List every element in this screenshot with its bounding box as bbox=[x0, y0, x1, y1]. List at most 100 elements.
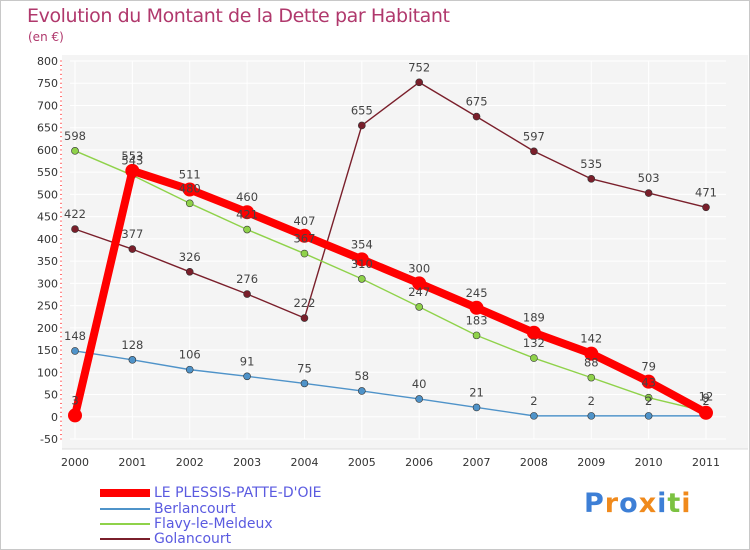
logo-letter: P bbox=[584, 488, 605, 519]
data-label-berlancourt: 106 bbox=[179, 348, 201, 362]
data-point-le-plessis-patte-d-oie bbox=[641, 374, 656, 389]
data-point-golancourt bbox=[587, 175, 596, 183]
data-point-berlancourt bbox=[358, 387, 366, 395]
data-label-flavy-le-meldeux: 43 bbox=[641, 376, 656, 390]
data-point-flavy-le-meldeux bbox=[243, 225, 251, 234]
x-tick-label: 2004 bbox=[290, 456, 318, 469]
data-label-le-plessis-patte-d-oie: 245 bbox=[466, 286, 488, 300]
y-tick-label: 150 bbox=[37, 344, 58, 357]
data-label-berlancourt: 2 bbox=[702, 394, 709, 408]
data-point-berlancourt bbox=[128, 356, 137, 364]
data-label-golancourt: 377 bbox=[121, 227, 143, 241]
data-point-le-plessis-patte-d-oie bbox=[240, 205, 255, 220]
data-point-flavy-le-meldeux bbox=[185, 199, 194, 208]
logo-letter: i bbox=[657, 488, 668, 519]
x-tick-label: 2002 bbox=[176, 456, 204, 469]
data-label-flavy-le-meldeux: 367 bbox=[293, 232, 315, 246]
legend-swatch-flavy-le-meldeux bbox=[100, 523, 150, 525]
data-point-le-plessis-patte-d-oie bbox=[68, 408, 82, 423]
data-point-berlancourt bbox=[185, 365, 194, 374]
y-tick-label: 650 bbox=[37, 122, 58, 135]
y-tick-label: 800 bbox=[37, 55, 58, 68]
y-tick-label: -50 bbox=[40, 433, 58, 446]
data-label-flavy-le-meldeux: 598 bbox=[64, 129, 86, 143]
data-point-flavy-le-meldeux bbox=[472, 331, 481, 340]
x-tick-label: 2007 bbox=[463, 456, 491, 469]
data-label-le-plessis-patte-d-oie: 553 bbox=[121, 149, 143, 163]
data-point-berlancourt bbox=[71, 347, 79, 355]
logo-letter: t bbox=[667, 488, 682, 519]
legend-label: Golancourt bbox=[154, 531, 232, 547]
grid-layer bbox=[62, 55, 748, 450]
data-point-golancourt bbox=[71, 225, 79, 233]
data-point-berlancourt bbox=[415, 395, 423, 403]
data-label-layer: 4223773262762226557526755975355034711481… bbox=[64, 60, 717, 408]
data-label-golancourt: 471 bbox=[695, 185, 717, 199]
y-tick-label: 100 bbox=[37, 366, 58, 379]
data-point-golancourt bbox=[415, 78, 423, 87]
y-tick-label: 350 bbox=[37, 255, 58, 268]
data-label-berlancourt: 40 bbox=[412, 377, 427, 391]
data-label-golancourt: 276 bbox=[236, 272, 258, 286]
data-point-golancourt bbox=[644, 189, 653, 197]
data-label-flavy-le-meldeux: 247 bbox=[408, 285, 430, 299]
legend-label: Berlancourt bbox=[154, 501, 236, 517]
data-point-flavy-le-meldeux bbox=[415, 303, 423, 311]
chart-title: Evolution du Montant de la Dette par Hab… bbox=[27, 5, 450, 27]
data-point-golancourt bbox=[185, 267, 194, 276]
x-tick-label: 2005 bbox=[348, 456, 376, 469]
legend-item-flavy-le-meldeux: Flavy-le-Meldeux bbox=[100, 517, 273, 531]
series-line-golancourt bbox=[74, 81, 707, 319]
y-tick-label: 600 bbox=[37, 144, 58, 157]
data-point-golancourt bbox=[300, 314, 309, 322]
data-point-flavy-le-meldeux bbox=[300, 249, 309, 258]
data-label-berlancourt: 128 bbox=[121, 338, 143, 352]
data-label-golancourt: 752 bbox=[408, 60, 430, 74]
data-point-flavy-le-meldeux bbox=[587, 373, 596, 382]
y-tick-label: 50 bbox=[44, 389, 58, 402]
series-layer bbox=[68, 78, 713, 423]
y-tick-label: 400 bbox=[37, 233, 58, 246]
data-point-berlancourt bbox=[243, 372, 251, 381]
y-tick-label: 500 bbox=[37, 188, 58, 201]
x-tick-label: 2006 bbox=[405, 456, 433, 469]
data-point-le-plessis-patte-d-oie bbox=[297, 228, 312, 243]
series-line-berlancourt bbox=[74, 350, 707, 417]
y-tick-label: 0 bbox=[51, 411, 58, 424]
y-tick-label: 450 bbox=[37, 211, 58, 224]
data-label-flavy-le-meldeux: 543 bbox=[121, 153, 143, 167]
data-label-berlancourt: 148 bbox=[64, 329, 86, 343]
data-label-le-plessis-patte-d-oie: 460 bbox=[236, 190, 258, 204]
y-tick-label: 700 bbox=[37, 99, 58, 112]
data-point-flavy-le-meldeux bbox=[644, 393, 653, 402]
data-label-le-plessis-patte-d-oie: 300 bbox=[408, 261, 430, 275]
data-label-le-plessis-patte-d-oie: 511 bbox=[179, 168, 201, 182]
logo-letter: x bbox=[638, 488, 658, 519]
data-label-le-plessis-patte-d-oie: 407 bbox=[293, 214, 315, 228]
plot-background bbox=[62, 55, 748, 449]
legend-item-golancourt: Golancourt bbox=[100, 532, 231, 546]
data-point-flavy-le-meldeux bbox=[530, 354, 538, 362]
data-point-le-plessis-patte-d-oie bbox=[125, 163, 140, 178]
x-tick-label: 2001 bbox=[118, 456, 146, 469]
data-label-flavy-le-meldeux: 12 bbox=[699, 389, 714, 403]
x-tick-label: 2009 bbox=[577, 456, 605, 469]
data-point-golancourt bbox=[472, 112, 481, 121]
data-label-berlancourt: 58 bbox=[354, 369, 369, 383]
data-label-flavy-le-meldeux: 132 bbox=[523, 336, 545, 350]
data-label-flavy-le-meldeux: 88 bbox=[584, 356, 599, 370]
data-label-le-plessis-patte-d-oie: 354 bbox=[351, 237, 373, 251]
data-point-berlancourt bbox=[530, 412, 538, 420]
data-label-flavy-le-meldeux: 421 bbox=[236, 208, 258, 222]
data-label-berlancourt: 91 bbox=[240, 354, 255, 368]
legend-swatch-golancourt bbox=[100, 538, 150, 540]
logo-letter: o bbox=[619, 488, 639, 519]
data-label-flavy-le-meldeux: 183 bbox=[466, 313, 488, 327]
data-point-le-plessis-patte-d-oie bbox=[469, 300, 484, 315]
data-label-golancourt: 222 bbox=[293, 296, 315, 310]
x-tick-label: 2003 bbox=[233, 456, 261, 469]
data-label-golancourt: 326 bbox=[179, 250, 201, 264]
data-point-le-plessis-patte-d-oie bbox=[354, 252, 369, 267]
data-label-berlancourt: 75 bbox=[297, 361, 312, 375]
data-label-flavy-le-meldeux: 480 bbox=[179, 181, 201, 195]
